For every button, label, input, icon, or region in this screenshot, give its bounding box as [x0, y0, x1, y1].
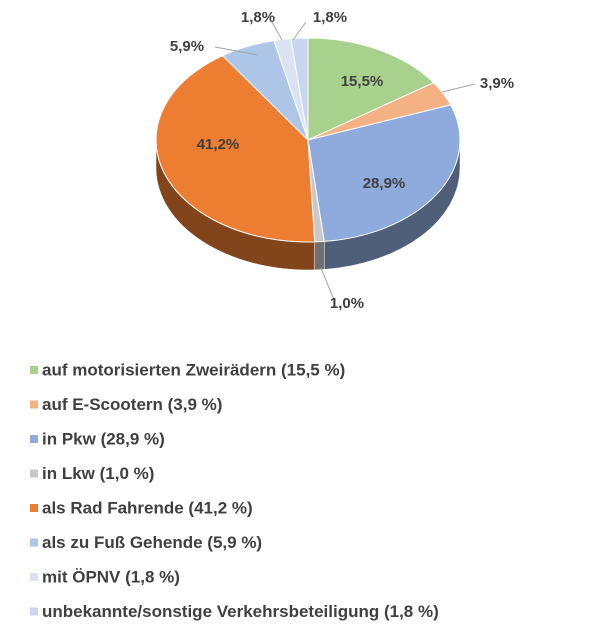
legend-swatch [30, 573, 38, 581]
slice [290, 37, 309, 141]
leader-line [292, 21, 307, 41]
data-label: 1,8% [241, 9, 275, 26]
slice [155, 55, 316, 243]
legend-swatch [30, 504, 38, 512]
leader-line [271, 21, 283, 41]
legend-swatch [30, 400, 38, 409]
leader-line [441, 83, 476, 93]
legend-swatch [30, 607, 38, 616]
data-label: 3,9% [480, 75, 514, 92]
data-label: 15,5% [341, 73, 384, 90]
leader-line [320, 267, 335, 301]
data-label: 41,2% [197, 136, 240, 153]
data-label: 5,9% [170, 38, 204, 55]
legend-swatch [30, 469, 38, 478]
slice [307, 104, 461, 242]
legend-swatch [30, 435, 38, 443]
data-label: 1,8% [313, 9, 347, 26]
legend-label: in Pkw (28,9 %) [42, 429, 165, 448]
data-label: 1,0% [330, 295, 364, 312]
slice [307, 37, 435, 141]
legend-swatch [30, 366, 38, 374]
leader-line [214, 46, 259, 56]
data-label: 28,9% [363, 175, 406, 192]
legend-label: auf motorisierten Zweirädern (15,5 %) [42, 360, 345, 379]
slice-side [314, 241, 325, 271]
legend-label: als zu Fuß Gehende (5,9 %) [42, 533, 262, 552]
legend-label: auf E-Scootern (3,9 %) [42, 395, 222, 414]
legend-label: als Rad Fahrende (41,2 %) [42, 498, 253, 517]
legend-swatch [30, 538, 38, 547]
legend-label: in Lkw (1,0 %) [42, 464, 154, 483]
legend-label: unbekannte/sonstige Verkehrsbeteiligung … [42, 602, 439, 621]
legend-label: mit ÖPNV (1,8 %) [42, 567, 180, 586]
